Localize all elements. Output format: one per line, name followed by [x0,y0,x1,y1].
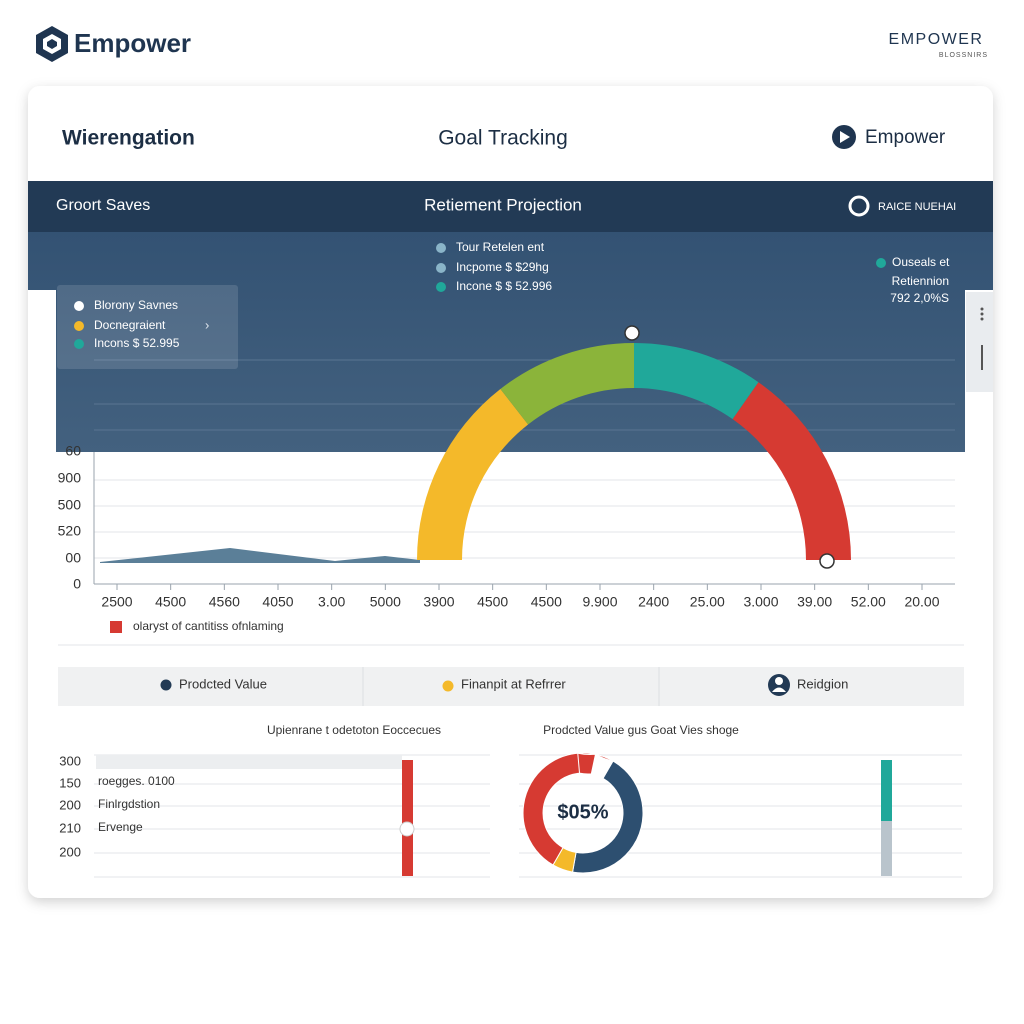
x-tick-label: 4560 [209,594,240,610]
x-tick-label: 2400 [638,594,669,610]
area [100,548,420,563]
legend-dot [436,243,446,253]
y-tick-label: 900 [58,470,82,486]
legend-dot [436,282,446,292]
legend-item: Docnegraient [94,318,166,332]
x-tick-label: 3.00 [318,594,345,610]
x-tick-label: 5000 [370,594,401,610]
y-tick-label: 520 [58,523,82,539]
donut-segment [577,752,597,775]
legend-item: Blorony Savnes [94,298,178,312]
legend-swatch [110,621,122,633]
legend-item: Ouseals et [892,255,950,269]
row-label: Ervenge [98,820,143,834]
side-tab[interactable] [966,292,993,392]
bar-track [96,755,402,769]
gauge-handle[interactable] [819,553,835,569]
brand-name: Empower [74,28,191,58]
x-tick-label: 3900 [423,594,454,610]
x-tick-label: 52.00 [851,594,886,610]
y-tick-label: 200 [59,844,81,859]
y-tick-label: 210 [59,820,81,835]
legend-item: Incpome $ $29hg [456,260,549,274]
donut [522,752,644,874]
toolbar-right[interactable]: RAICE NUEHAI [878,201,956,213]
legend-dot [74,301,84,311]
gray-bar [881,821,892,876]
header-left[interactable]: Wierengation [62,127,195,150]
tab-bar [58,667,964,706]
teal-bar [881,760,892,821]
x-tick-label: 9.900 [582,594,617,610]
chevron[interactable]: › [205,317,209,332]
x-tick-label: 20.00 [904,594,939,610]
y-tick-label: 00 [65,550,81,566]
panel-title: Upienrane t odetoton Eoccecues [267,723,441,737]
y-tick-label: 200 [59,797,81,812]
gauge-segment [500,343,634,425]
chart-legend: olaryst of cantitiss ofnlaming [133,619,284,633]
gauge-segment [732,382,851,560]
panel-title: Prodcted Value gus Goat Vies shoge [543,723,739,737]
donut-label: $05% [557,801,608,823]
row-label: roegges. 0100 [98,774,175,788]
y-tick-label: 60 [65,443,81,459]
y-tick-label: 150 [59,775,81,790]
y-tick-label: 300 [59,753,81,768]
tab-label[interactable]: Prodcted Value [179,676,267,691]
toolbar-center[interactable]: Retiement Projection [424,195,582,214]
x-tick-label: 4500 [477,594,508,610]
legend-item: Tour Retelen ent [456,240,545,254]
x-tick-label: 4050 [262,594,293,610]
corner-subtitle: BLOSSNIRS [939,52,988,59]
y-tick-label: 0 [73,576,81,592]
gauge [417,343,851,560]
logo [36,26,68,62]
legend-dot [436,263,446,273]
x-tick-label: 39.00 [797,594,832,610]
legend-item: Retiennion [892,274,949,288]
gauge-handle[interactable] [624,325,640,341]
y-tick-label: 500 [58,497,82,513]
header-right[interactable]: Empower [865,127,946,148]
tab-dot [160,679,172,691]
tab-label[interactable]: Reidgion [797,676,848,691]
gauge-segment [634,343,759,420]
tab-dot [442,680,454,692]
header-center[interactable]: Goal Tracking [438,127,568,150]
legend-dot [876,258,886,268]
toolbar-icon[interactable] [848,195,870,217]
slider-handle[interactable] [399,821,415,837]
donut-segment [522,752,614,866]
tab-label[interactable]: Finanpit at Refrrer [461,676,566,691]
x-tick-label: 2500 [101,594,132,610]
legend-dot [74,321,84,331]
toolbar [28,181,993,232]
x-tick-label: 4500 [155,594,186,610]
play-glyph [840,131,850,143]
x-tick-label: 25.00 [690,594,725,610]
legend-box [57,285,238,369]
legend-item: 792 2,0%S [890,291,949,305]
legend-item: Incone $ $ 52.996 [456,279,552,293]
x-tick-label: 3.000 [743,594,778,610]
toolbar-left[interactable]: Groort Saves [56,197,150,214]
donut-segment [572,752,644,874]
red-bar [402,760,413,876]
gauge-segment [417,389,529,560]
row-label: Finlrgdstion [98,797,160,811]
x-tick-label: 4500 [531,594,562,610]
corner-title: EMPOWER [889,31,984,48]
legend-dot [74,339,84,349]
legend-item: Incons $ 52.995 [94,336,180,350]
